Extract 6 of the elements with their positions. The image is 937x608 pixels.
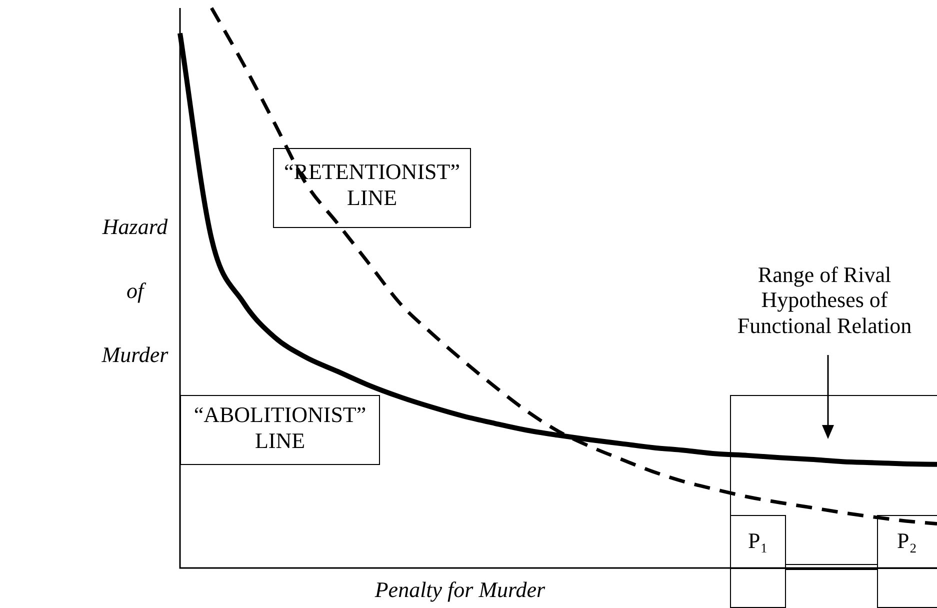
annotation: P₂ bbox=[877, 515, 937, 608]
series-label: “ABOLITIONIST” LINE bbox=[180, 395, 380, 465]
annotation: P₁ bbox=[730, 515, 786, 608]
text: Hazard of Murder bbox=[102, 214, 168, 367]
annotation: Range of Rival Hypotheses of Functional Relation bbox=[736, 262, 913, 338]
x-axis-title: Penalty for Murder bbox=[374, 577, 546, 604]
